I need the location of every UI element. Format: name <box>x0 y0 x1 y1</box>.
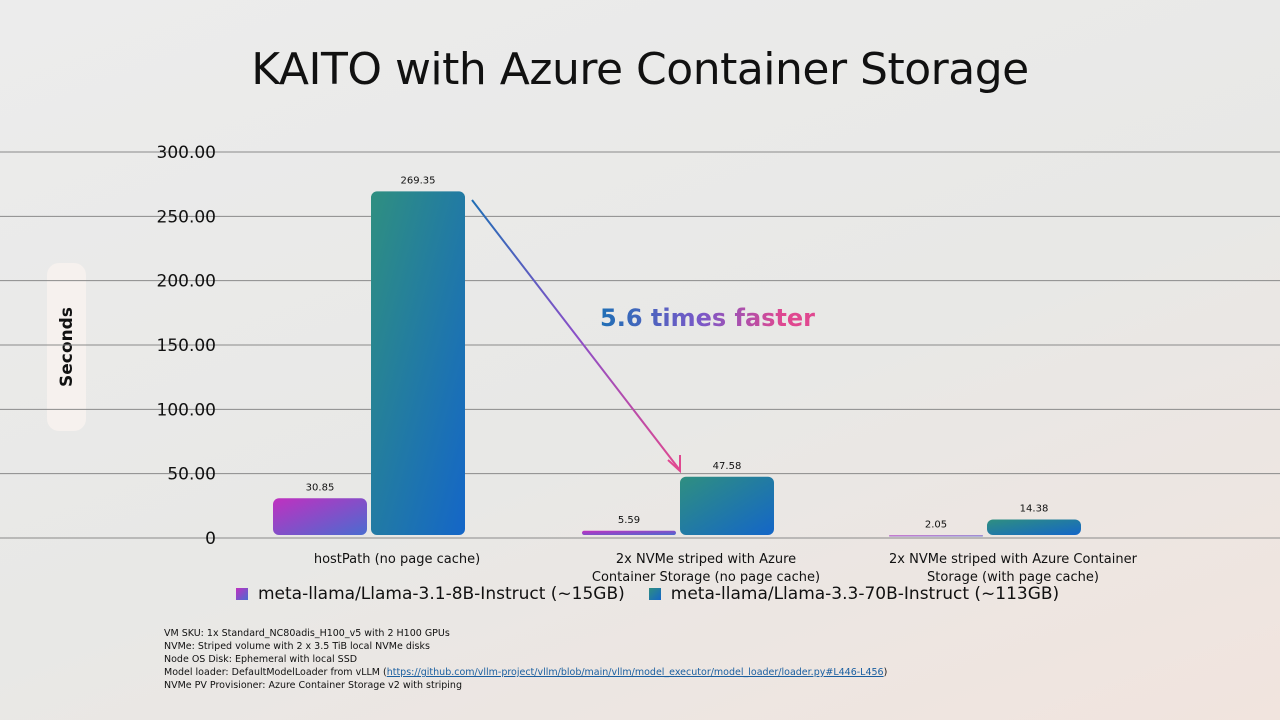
speedup-arrowhead <box>667 455 681 474</box>
y-tick-label: 50.00 <box>167 465 216 485</box>
data-label-series-1-cat-1: 30.85 <box>306 482 335 493</box>
data-label-series-2-cat-2: 47.58 <box>713 461 742 472</box>
y-tick-label: 0 <box>205 529 216 549</box>
footnote-vm-sku: VM SKU: 1x Standard_NC80adis_H100_v5 wit… <box>164 628 450 639</box>
legend: meta-llama/Llama-3.1-8B-Instruct (~15GB)… <box>236 584 1083 604</box>
legend-item-series-1: meta-llama/Llama-3.1-8B-Instruct (~15GB) <box>236 584 625 604</box>
legend-item-series-2: meta-llama/Llama-3.3-70B-Instruct (~113G… <box>648 584 1060 604</box>
legend-swatch-series-1 <box>236 588 248 600</box>
x-category-label: Storage (with page cache) <box>927 570 1099 585</box>
footnotes: VM SKU: 1x Standard_NC80adis_H100_v5 wit… <box>164 627 887 692</box>
footnote-nvme: NVMe: Striped volume with 2 x 3.5 TiB lo… <box>164 641 430 652</box>
footnote-pv-provisioner: NVMe PV Provisioner: Azure Container Sto… <box>164 680 462 691</box>
x-category-label: hostPath (no page cache) <box>314 552 480 567</box>
footnote-os-disk: Node OS Disk: Ephemeral with local SSD <box>164 654 358 665</box>
y-tick-label: 250.00 <box>157 207 216 227</box>
data-label-series-2-cat-3: 14.38 <box>1020 503 1049 514</box>
speedup-annotation: 5.6 times faster <box>600 304 815 332</box>
bar-series-2-cat-3 <box>987 519 1081 535</box>
x-category-label: Container Storage (no page cache) <box>592 570 820 585</box>
x-category-label: 2x NVMe striped with Azure Container <box>889 552 1138 567</box>
y-axis-label-background <box>47 263 86 431</box>
y-tick-label: 100.00 <box>157 400 216 420</box>
data-label-series-1-cat-3: 2.05 <box>925 519 947 530</box>
y-tick-label: 150.00 <box>157 336 216 356</box>
legend-label-series-2: meta-llama/Llama-3.3-70B-Instruct (~113G… <box>670 584 1060 604</box>
legend-label-series-1: meta-llama/Llama-3.1-8B-Instruct (~15GB) <box>258 584 625 604</box>
y-tick-label: 200.00 <box>157 272 216 292</box>
footnote-model-loader-prefix: Model loader: DefaultModelLoader from vL… <box>164 667 387 678</box>
chart-title: KAITO with Azure Container Storage <box>251 44 1029 95</box>
bar-series-1-cat-1 <box>273 498 367 535</box>
y-tick-label: 300.00 <box>157 143 216 163</box>
bar-series-2-cat-2 <box>680 476 774 535</box>
legend-swatch-series-2 <box>648 588 661 600</box>
footnote-model-loader-suffix: ) <box>883 667 888 678</box>
speedup-arrow <box>471 199 680 470</box>
data-label-series-1-cat-2: 5.59 <box>618 515 640 526</box>
footnote-model-loader: Model loader: DefaultModelLoader from vL… <box>164 666 887 679</box>
x-category-label: 2x NVMe striped with Azure <box>616 552 796 567</box>
bar-series-1-cat-2 <box>582 530 676 535</box>
model-loader-link[interactable]: https://github.com/vllm-project/vllm/blo… <box>386 667 884 678</box>
data-label-series-2-cat-1: 269.35 <box>401 175 436 186</box>
bar-series-2-cat-1 <box>371 191 465 535</box>
bar-series-1-cat-3 <box>889 535 983 537</box>
